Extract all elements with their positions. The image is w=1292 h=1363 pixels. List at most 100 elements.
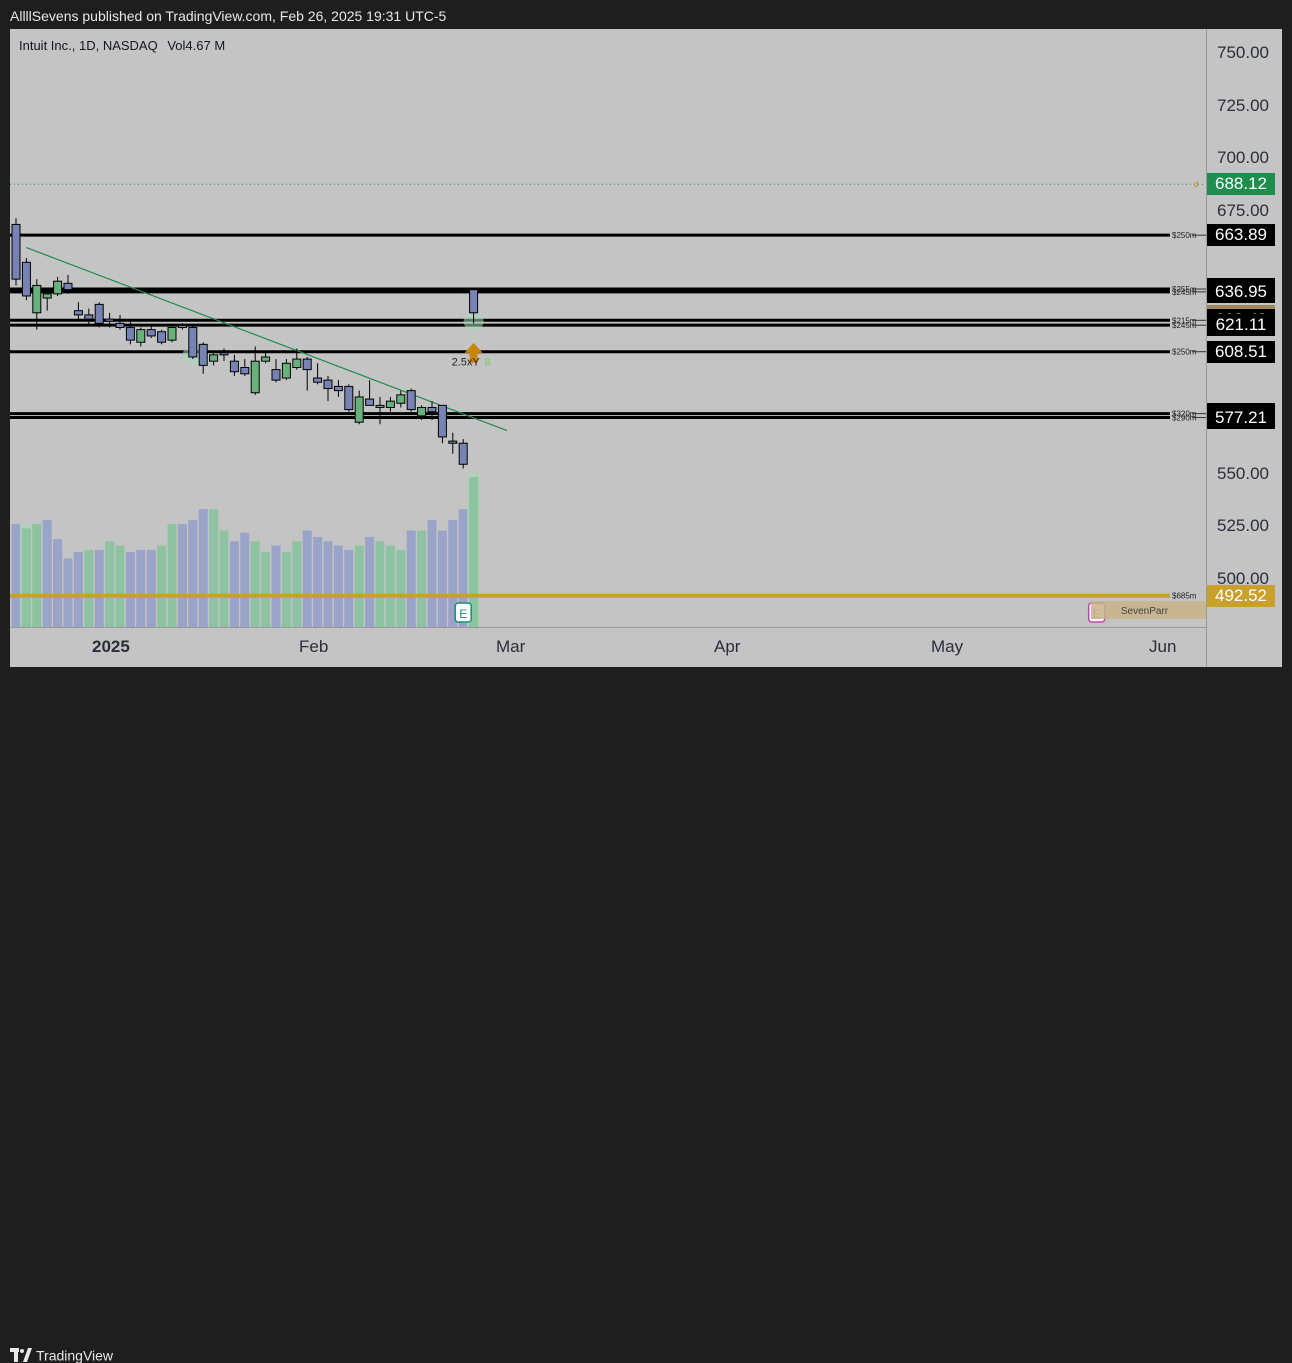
candle-body xyxy=(354,396,364,423)
volume-bar xyxy=(229,541,239,627)
volume-bar xyxy=(292,541,302,627)
level-label: $290m xyxy=(1172,414,1197,423)
time-tick-label: Feb xyxy=(299,637,329,656)
candle-body xyxy=(281,362,291,379)
volume-bar xyxy=(427,519,437,627)
candle-body xyxy=(323,379,333,390)
candle-body xyxy=(73,310,83,316)
candle-body xyxy=(261,356,271,362)
price-tag: 636.95 xyxy=(1207,280,1275,303)
volume-bar xyxy=(219,530,229,627)
candle-body xyxy=(333,385,343,392)
indicator-label-box xyxy=(1090,601,1206,619)
volume-bar xyxy=(105,541,115,627)
candle-body xyxy=(146,329,156,337)
volume-bar xyxy=(11,524,21,627)
volume-bar xyxy=(188,519,198,627)
candle-body xyxy=(136,329,146,343)
volume-bar xyxy=(271,545,281,627)
volume-bar xyxy=(354,545,364,627)
publisher-line: AllllSevens published on TradingView.com… xyxy=(10,8,447,24)
volume-bar xyxy=(146,549,156,627)
volume-bar xyxy=(73,552,83,627)
candle-body xyxy=(406,390,416,411)
volume-bar xyxy=(84,549,94,627)
time-tick-label: Jun xyxy=(1149,637,1177,656)
level-label: $215m xyxy=(1172,316,1197,325)
candle-body xyxy=(53,280,63,295)
time-tick-label: Mar xyxy=(496,637,526,656)
volume-bar xyxy=(32,524,42,627)
price-tag: 621.11 xyxy=(1207,314,1275,337)
level-label: $250m xyxy=(1172,348,1197,357)
volume-bar xyxy=(385,545,395,627)
candle-body xyxy=(271,369,281,381)
volume-bar xyxy=(209,509,219,627)
volume-label: Vol xyxy=(167,38,186,53)
candle-body xyxy=(94,303,104,324)
candle-body xyxy=(417,406,427,417)
volume-bar xyxy=(125,552,135,627)
tradingview-logo-icon xyxy=(10,1348,32,1363)
candle-body xyxy=(115,322,125,329)
earnings-marker-icon xyxy=(454,602,472,623)
top-bar: AllllSevens published on TradingView.com… xyxy=(0,0,1292,30)
volume-bar xyxy=(302,530,312,627)
volume-bar xyxy=(240,532,250,627)
volume-bar xyxy=(448,519,458,627)
volume-value: 4.67 M xyxy=(185,38,226,53)
volume-bar xyxy=(417,530,427,627)
candle-body xyxy=(42,293,52,299)
candle-body xyxy=(32,284,42,314)
level-label: $245m xyxy=(1172,321,1197,330)
volume-bar xyxy=(42,519,52,627)
volume-bar xyxy=(437,530,447,627)
candle-body xyxy=(167,327,177,341)
price-tick-label: 700.00 xyxy=(1217,148,1269,168)
chart-plot-area[interactable]: $250m$255m$245m$215m$245m$250m$320m$290m… xyxy=(10,29,1206,627)
candle-body xyxy=(84,314,94,320)
tradingview-brand: TradingView xyxy=(36,1347,114,1363)
price-tick-label: 525.00 xyxy=(1217,516,1269,536)
price-tag: 577.21 xyxy=(1207,406,1275,429)
candle-body xyxy=(344,385,354,411)
volume-bar xyxy=(261,552,271,627)
price-tick-label: 500.00 xyxy=(1217,569,1269,588)
time-axis[interactable]: 2025 Feb Mar Apr May Jun xyxy=(10,627,1206,668)
candle-body xyxy=(427,406,437,413)
candle-body xyxy=(458,442,468,465)
volume-bar xyxy=(198,509,208,627)
candle-body xyxy=(365,398,375,406)
tradingview-logo[interactable]: TradingView xyxy=(10,1346,113,1363)
price-axis[interactable]: 750.00 725.00 700.00 675.00 550.00 525.00 500.… xyxy=(1206,29,1283,667)
volume-bar xyxy=(396,549,406,627)
volume-bar xyxy=(94,549,104,627)
level-label: $320m xyxy=(1172,410,1197,419)
price-tag: 663.89 xyxy=(1207,224,1275,247)
candle-body xyxy=(385,400,395,408)
volume-bar xyxy=(313,537,323,627)
candle-body xyxy=(250,360,260,394)
candle-body xyxy=(125,327,135,341)
volume-bar xyxy=(167,524,177,627)
current-price-marker: d xyxy=(1194,180,1198,189)
indicator-label-text: SevenParr xyxy=(1121,606,1169,617)
volume-bar xyxy=(21,528,31,627)
volume-bar xyxy=(177,524,187,627)
volume-bar xyxy=(469,477,479,627)
candle-body xyxy=(198,343,208,366)
volume-bar xyxy=(115,545,125,627)
candle-body xyxy=(188,327,198,358)
candle-body xyxy=(302,358,312,371)
candle-body xyxy=(292,358,302,368)
price-tag: 688.12 xyxy=(1207,173,1275,196)
price-tick-label: 750.00 xyxy=(1217,43,1269,62)
gold-level-label: $685m xyxy=(1172,592,1197,601)
volume-bar xyxy=(281,552,291,627)
earnings-marker-letter: E xyxy=(459,607,467,621)
candle-body xyxy=(157,331,167,343)
candle-body xyxy=(105,318,115,322)
candle-body xyxy=(437,404,447,438)
level-label: $255m xyxy=(1172,285,1197,294)
up-arrow-icon xyxy=(464,342,483,363)
